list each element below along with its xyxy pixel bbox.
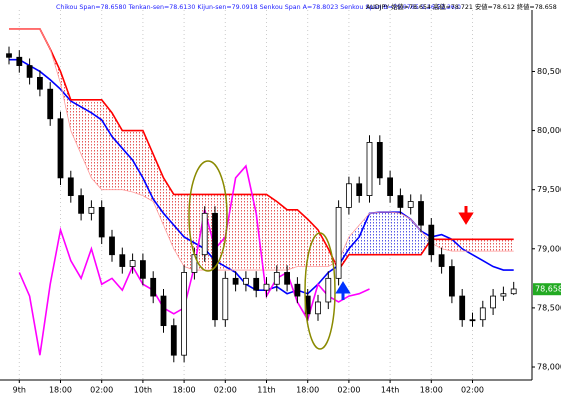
candle-body: [429, 225, 434, 255]
candle-body: [79, 196, 84, 214]
candle-body: [130, 261, 135, 267]
cloud-segment: [390, 212, 400, 255]
candle-body: [346, 184, 351, 208]
cloud-segment: [102, 100, 112, 190]
cloud-segment: [380, 212, 390, 255]
price-header: AUDJPY 始値=78.654 高値=78.721 安値=78.612 終値=…: [366, 2, 557, 11]
candle-body: [223, 278, 228, 319]
candle-body: [171, 326, 176, 356]
candle-body: [89, 207, 94, 213]
x-tick-label: 14th: [381, 386, 399, 395]
candle-body: [449, 267, 454, 297]
candle-body: [264, 284, 269, 290]
cloud-segment: [236, 194, 246, 270]
candle-body: [491, 296, 496, 308]
candle-body: [110, 237, 115, 255]
x-tick-label: 11th: [257, 386, 275, 395]
y-tick-label: 78,500: [537, 303, 561, 312]
cloud-segment: [277, 202, 287, 271]
candle-body: [377, 142, 382, 177]
cloud-segment: [483, 239, 493, 251]
candle-body: [17, 57, 22, 65]
candle-body: [48, 89, 53, 119]
candle-body: [243, 278, 248, 284]
y-tick-label: 78,000: [537, 362, 561, 371]
candle-body: [27, 66, 32, 78]
x-tick-label: 02:00: [337, 386, 360, 395]
candle-body: [285, 272, 290, 284]
candle-body: [68, 178, 73, 196]
candle-body: [408, 202, 413, 208]
candle-body: [99, 207, 104, 237]
candle-body: [357, 184, 362, 196]
cloud-segment: [370, 212, 380, 255]
candle-body: [37, 77, 42, 89]
x-tick-label: 02:00: [214, 386, 237, 395]
cloud-segment: [267, 194, 277, 270]
x-tick-label: 9th: [13, 386, 26, 395]
candle-body: [182, 272, 187, 355]
x-tick-label: 18:00: [420, 386, 443, 395]
candle-body: [419, 202, 424, 226]
y-tick-label: 79,500: [537, 185, 561, 194]
candle-body: [326, 278, 331, 302]
x-tick-label: 02:00: [461, 386, 484, 395]
candle-body: [58, 119, 63, 178]
candle-body: [511, 289, 516, 294]
candle-body: [7, 54, 12, 58]
y-tick-label: 80,500: [537, 67, 561, 76]
candle-body: [439, 255, 444, 267]
last-price-label: 78,658: [535, 285, 561, 294]
candle-body: [202, 213, 207, 254]
candle-body: [388, 178, 393, 196]
candle-body: [254, 278, 259, 290]
cloud-segment: [287, 210, 297, 270]
x-tick-label: 18:00: [49, 386, 72, 395]
cloud-segment: [400, 213, 410, 254]
cloud-segment: [122, 131, 132, 192]
candle-body: [336, 207, 341, 278]
x-tick-label: 10th: [134, 386, 152, 395]
candle-body: [398, 196, 403, 208]
candle-body: [295, 284, 300, 296]
y-tick-label: 80,000: [537, 126, 561, 135]
candle-body: [140, 261, 145, 279]
x-tick-label: 02:00: [90, 386, 113, 395]
y-tick-label: 79,000: [537, 244, 561, 253]
cloud-segment: [503, 239, 513, 251]
candle-body: [120, 255, 125, 267]
candle-body: [470, 320, 475, 321]
candle-body: [161, 296, 166, 326]
candle-body: [316, 302, 321, 314]
cloud-segment: [493, 239, 503, 251]
x-tick-label: 18:00: [173, 386, 196, 395]
x-tick-label: 18:00: [296, 386, 319, 395]
candle-body: [460, 296, 465, 320]
candle-body: [274, 272, 279, 284]
cloud-segment: [473, 239, 483, 251]
candle-body: [480, 308, 485, 320]
candle-body: [233, 278, 238, 284]
candle-body: [367, 142, 372, 195]
candle-body: [501, 294, 506, 296]
candle-body: [151, 278, 156, 296]
